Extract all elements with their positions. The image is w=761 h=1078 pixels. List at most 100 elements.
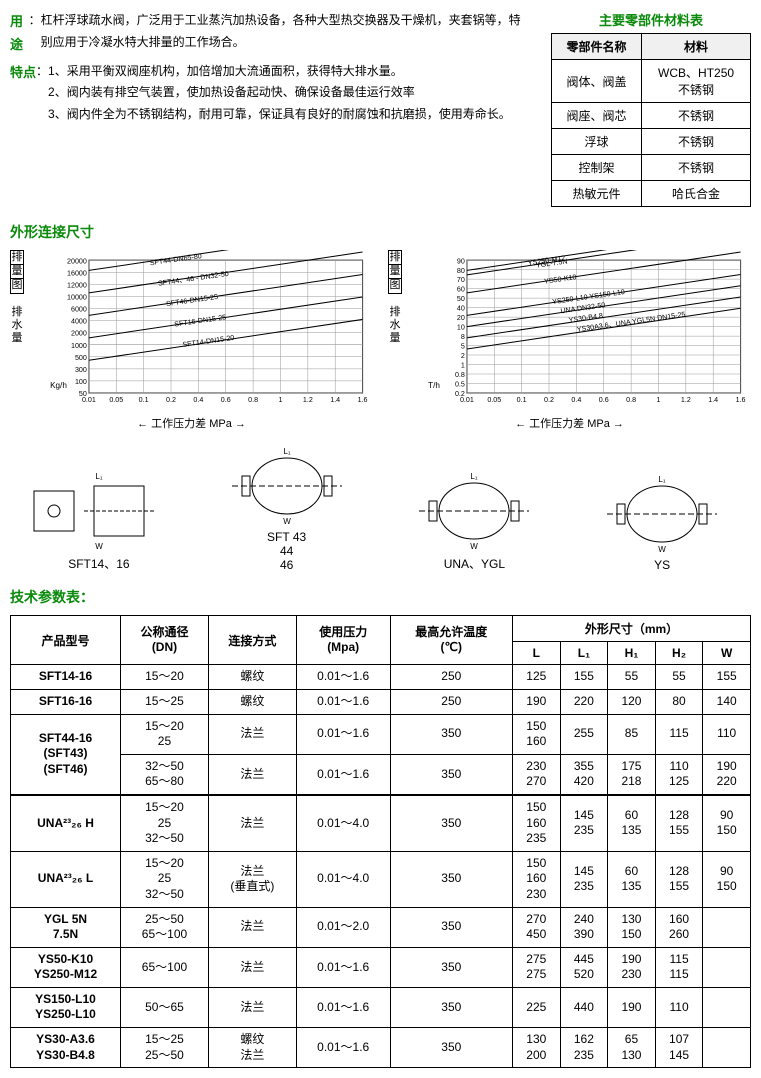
svg-text:5: 5 — [461, 343, 465, 351]
mat-header: 零部件名称 — [552, 34, 642, 60]
svg-text:50: 50 — [457, 295, 465, 303]
svg-text:60: 60 — [457, 286, 465, 294]
chart1-vlabel: 排 — [10, 250, 24, 265]
mat-cell: 浮球 — [552, 129, 642, 155]
spec-cell: 法兰 — [208, 795, 296, 851]
svg-text:0.05: 0.05 — [488, 396, 502, 404]
spec-cell: 190 — [608, 987, 656, 1027]
th-W: W — [703, 642, 751, 665]
usage-label: 用途 — [10, 10, 29, 57]
feature-item: 2、阀内装有排空气装置，使加热设备起动快、确保设备最佳运行效率 — [48, 82, 511, 104]
mat-cell: 不锈钢 — [642, 103, 751, 129]
spec-cell: 65～100 — [121, 947, 209, 987]
svg-text:SFT46-DN15-25: SFT46-DN15-25 — [166, 293, 219, 308]
spec-table: 产品型号 公称通径(DN) 连接方式 使用压力(Mpa) 最高允许温度(℃) 外… — [10, 615, 751, 1068]
svg-text:0.6: 0.6 — [221, 396, 231, 404]
spec-cell: 0.01～1.6 — [296, 665, 390, 690]
svg-text:20: 20 — [457, 314, 465, 322]
drawing-label: UNA、YGL — [399, 555, 549, 572]
chart2-vlabel: 量 — [388, 265, 402, 279]
spec-cell: 145235 — [560, 795, 608, 851]
spec-cell — [703, 907, 751, 947]
th-model: 产品型号 — [11, 616, 121, 665]
spec-cell: 0.01～1.6 — [296, 1028, 390, 1068]
spec-cell: 155 — [560, 665, 608, 690]
svg-text:0.8: 0.8 — [248, 396, 258, 404]
th-L1: L₁ — [560, 642, 608, 665]
spec-cell: 355420 — [560, 754, 608, 795]
spec-cell: 270450 — [513, 907, 561, 947]
drawing-label: SFT 434446 — [212, 530, 362, 572]
spec-cell: 0.01～2.0 — [296, 907, 390, 947]
svg-text:1000: 1000 — [71, 342, 87, 350]
svg-text:10000: 10000 — [67, 293, 87, 301]
spec-cell: 55 — [655, 665, 703, 690]
spec-cell: 240390 — [560, 907, 608, 947]
svg-text:2: 2 — [461, 352, 465, 360]
spec-cell: 155 — [703, 665, 751, 690]
spec-cell — [703, 947, 751, 987]
spec-cell: 32～5065～80 — [121, 754, 209, 795]
spec-cell: SFT14-16 — [11, 665, 121, 690]
spec-cell: 0.01～1.6 — [296, 754, 390, 795]
th-press: 使用压力(Mpa) — [296, 616, 390, 665]
svg-text:SFT44、46 - DN32-50: SFT44、46 - DN32-50 — [158, 270, 230, 288]
th-H2: H₂ — [655, 642, 703, 665]
svg-text:0.8: 0.8 — [626, 396, 636, 404]
spec-cell: 0.01～1.6 — [296, 689, 390, 714]
svg-text:W: W — [95, 542, 103, 551]
spec-cell: 90150 — [703, 851, 751, 907]
chart1-unit-char: 量 — [10, 332, 24, 345]
spec-cell: 225 — [513, 987, 561, 1027]
charts-row: 排 量 图 排 水 量 2000016000120001000060004000… — [10, 250, 751, 431]
svg-text:0.4: 0.4 — [194, 396, 204, 404]
spec-cell: 350 — [390, 754, 512, 795]
svg-text:0.6: 0.6 — [599, 396, 609, 404]
svg-text:1.4: 1.4 — [708, 396, 718, 404]
spec-cell: 15～2025 — [121, 714, 209, 754]
spec-cell: 145235 — [560, 851, 608, 907]
spec-heading: 技术参数表： — [10, 587, 751, 607]
spec-cell: 法兰 — [208, 947, 296, 987]
mat-cell: 阀体、阀盖 — [552, 60, 642, 103]
spec-cell: 230270 — [513, 754, 561, 795]
spec-cell: 128155 — [655, 795, 703, 851]
spec-cell: 445520 — [560, 947, 608, 987]
mat-header: 材料 — [642, 34, 751, 60]
spec-cell: 190 — [513, 689, 561, 714]
mat-cell: 阀座、阀芯 — [552, 103, 642, 129]
svg-text:500: 500 — [75, 354, 87, 362]
svg-text:L₁: L₁ — [659, 475, 666, 484]
spec-cell: 250 — [390, 665, 512, 690]
spec-cell: 150160235 — [513, 795, 561, 851]
spec-cell: 110 — [655, 987, 703, 1027]
spec-cell: 150160 — [513, 714, 561, 754]
colon: ： — [36, 61, 48, 126]
chart-2: 排 量 图 排 水 量 908070605040201085210.80.50.… — [388, 250, 751, 431]
spec-cell: UNA²³₂₆ L — [11, 851, 121, 907]
spec-cell: YS30-A3.6YS30-B4.8 — [11, 1028, 121, 1068]
svg-text:70: 70 — [457, 276, 465, 284]
spec-cell: 190220 — [703, 754, 751, 795]
spec-cell: SFT16-16 — [11, 689, 121, 714]
svg-text:1: 1 — [461, 362, 465, 370]
dimension-heading: 外形连接尺寸 — [10, 222, 751, 242]
spec-cell: 130150 — [608, 907, 656, 947]
spec-cell: 275275 — [513, 947, 561, 987]
spec-cell: 55 — [608, 665, 656, 690]
svg-text:0.1: 0.1 — [517, 396, 527, 404]
spec-cell: 162235 — [560, 1028, 608, 1068]
spec-cell: 350 — [390, 987, 512, 1027]
svg-text:80: 80 — [457, 267, 465, 275]
svg-text:SFT14-DN15-20: SFT14-DN15-20 — [182, 334, 235, 349]
spec-cell: 50～65 — [121, 987, 209, 1027]
svg-text:0.8: 0.8 — [455, 371, 465, 379]
th-dims: 外形尺寸（mm） — [513, 616, 751, 642]
spec-cell — [703, 1028, 751, 1068]
svg-text:0.2: 0.2 — [166, 396, 176, 404]
svg-text:12000: 12000 — [67, 281, 87, 289]
spec-cell: 15～20 — [121, 665, 209, 690]
svg-text:0.5: 0.5 — [455, 381, 465, 389]
spec-cell: 60135 — [608, 851, 656, 907]
svg-text:8: 8 — [461, 333, 465, 341]
